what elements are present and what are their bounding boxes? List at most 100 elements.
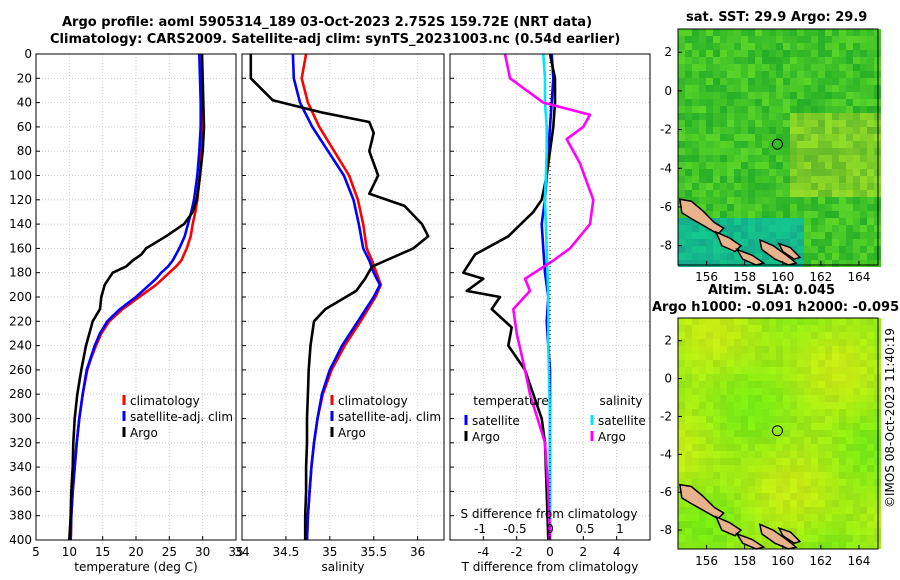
map-cell — [867, 113, 874, 120]
map-cell — [839, 325, 846, 332]
map-cell — [839, 444, 846, 451]
map-cell — [741, 402, 748, 409]
map-cell — [776, 64, 783, 71]
map-cell — [790, 374, 797, 381]
map-cell — [776, 113, 783, 120]
map-cell — [699, 197, 706, 204]
map-cell — [678, 148, 685, 155]
map-cell — [685, 36, 692, 43]
map-cell — [755, 374, 762, 381]
map-cell — [804, 99, 811, 106]
x2-tick-label: -1 — [474, 522, 486, 536]
map-cell — [804, 71, 811, 78]
map-cell — [706, 444, 713, 451]
map-cell — [678, 78, 685, 85]
map-cell — [790, 346, 797, 353]
map-cell — [706, 346, 713, 353]
map-cell — [839, 260, 846, 267]
x-tick-label: 0 — [546, 545, 554, 559]
map-cell — [741, 190, 748, 197]
map-cell — [769, 183, 776, 190]
map-cell — [748, 134, 755, 141]
map-cell — [769, 190, 776, 197]
map-cell — [734, 318, 741, 325]
map-cell — [685, 409, 692, 416]
map-cell — [797, 332, 804, 339]
map-cell — [706, 148, 713, 155]
map-cell — [713, 423, 720, 430]
map-cell — [741, 458, 748, 465]
map-cell — [699, 190, 706, 197]
map-cell — [713, 437, 720, 444]
map-cell — [818, 246, 825, 253]
map-cell — [769, 155, 776, 162]
map-cell — [734, 395, 741, 402]
map-cell — [713, 92, 720, 99]
map-cell — [727, 106, 734, 113]
map-cell — [818, 367, 825, 374]
map-cell — [678, 367, 685, 374]
map-cell — [734, 332, 741, 339]
map-cell — [762, 514, 769, 521]
map-cell — [818, 169, 825, 176]
map-cell — [699, 353, 706, 360]
map-cell — [699, 239, 706, 246]
map-cell — [769, 542, 776, 549]
map-cell — [839, 190, 846, 197]
map-cell — [846, 507, 853, 514]
map-cell — [685, 381, 692, 388]
land-island — [714, 515, 743, 537]
map-cell — [839, 479, 846, 486]
map-cell — [783, 402, 790, 409]
map-cell — [755, 535, 762, 542]
map-cell — [853, 106, 860, 113]
map-cell — [748, 479, 755, 486]
map-cell — [692, 535, 699, 542]
map-cell — [748, 106, 755, 113]
map-cell — [685, 43, 692, 50]
map-cell — [685, 332, 692, 339]
map-cell — [734, 169, 741, 176]
map-cell — [839, 225, 846, 232]
map-cell — [797, 479, 804, 486]
map-cell — [776, 332, 783, 339]
map-cell — [818, 416, 825, 423]
map-cell — [727, 353, 734, 360]
map-cell — [748, 155, 755, 162]
map-cell — [804, 246, 811, 253]
map-cell — [825, 507, 832, 514]
y-tick-label: 120 — [9, 193, 32, 207]
map-cell — [769, 232, 776, 239]
map-cell — [699, 360, 706, 367]
map-x-tick-label: 156 — [695, 270, 718, 284]
map-cell — [860, 29, 867, 36]
map-cell — [699, 388, 706, 395]
map-cell — [692, 430, 699, 437]
map-cell — [706, 57, 713, 64]
map-cell — [706, 29, 713, 36]
map-cell — [853, 29, 860, 36]
map-cell — [853, 218, 860, 225]
y-tick-label: 240 — [9, 339, 32, 353]
map-cell — [748, 218, 755, 225]
map-cell — [720, 155, 727, 162]
map-cell — [769, 486, 776, 493]
map-cell — [734, 542, 741, 549]
map-cell — [797, 374, 804, 381]
map-cell — [790, 78, 797, 85]
map-cell — [860, 395, 867, 402]
map-cell — [811, 409, 818, 416]
map-cell — [720, 325, 727, 332]
map-cell — [776, 339, 783, 346]
map-cell — [825, 423, 832, 430]
map-cell — [741, 423, 748, 430]
map-cell — [769, 260, 776, 267]
map-cell — [720, 113, 727, 120]
map-cell — [769, 353, 776, 360]
map-cell — [720, 183, 727, 190]
map-cell — [699, 43, 706, 50]
map-cell — [762, 465, 769, 472]
map-cell — [804, 211, 811, 218]
map-cell — [678, 29, 685, 36]
map-cell — [804, 521, 811, 528]
